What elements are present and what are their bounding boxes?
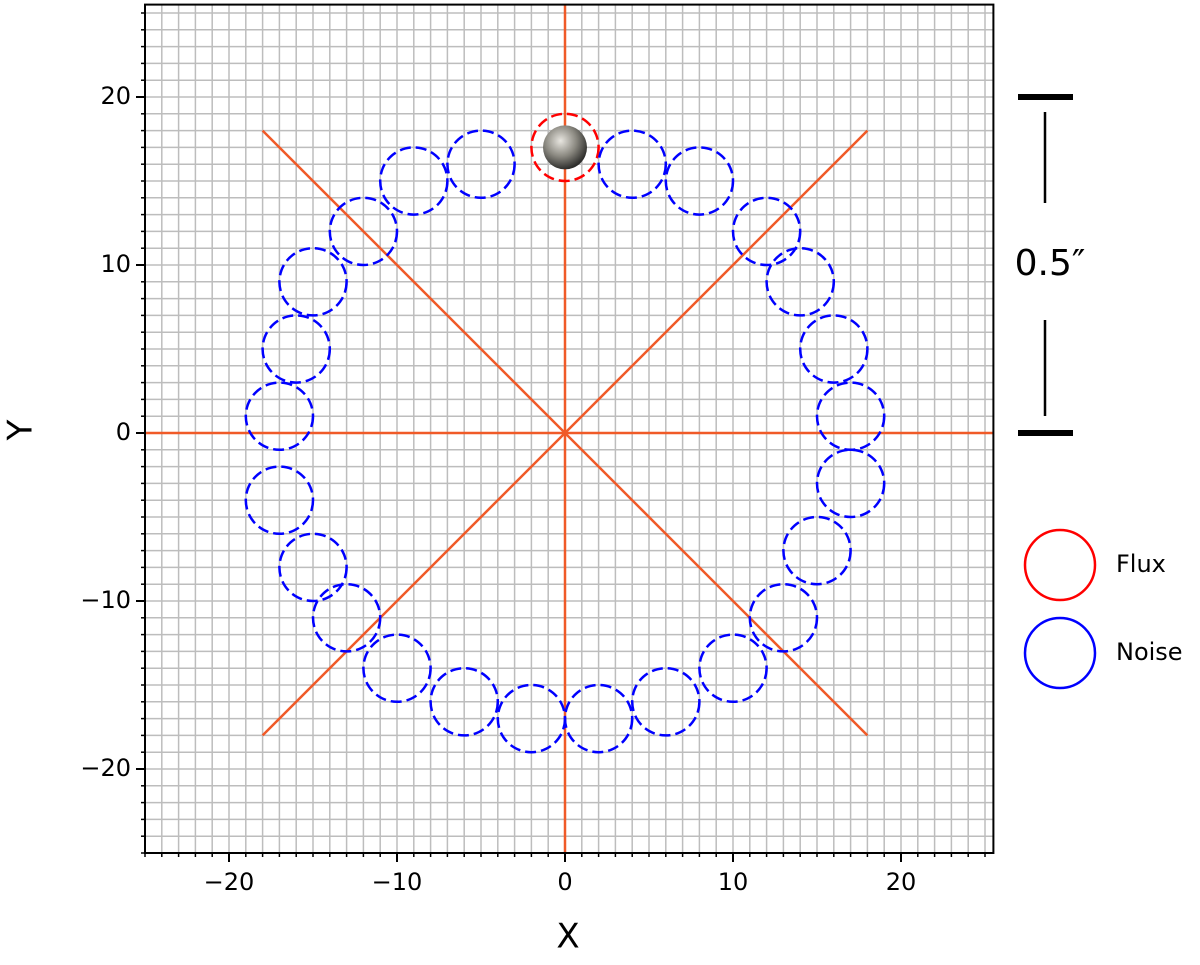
plot-frame [144,3,995,855]
aperture [664,146,735,216]
y-tick-label: 10 [100,250,131,278]
aperture [446,129,516,200]
aperture [815,448,886,519]
aperture [278,532,348,603]
legend-marker [1023,616,1097,690]
x-tick-label: 0 [557,868,572,896]
aperture [261,314,332,384]
aperture [530,112,600,183]
aperture [244,381,315,452]
y-tick-label: 20 [100,82,131,110]
aperture [362,633,432,704]
aperture [765,246,836,317]
reference-line [261,129,869,737]
aperture [311,582,382,653]
aperture [244,465,315,536]
x-tick-label: 20 [886,868,917,896]
legend-label: Flux [1116,550,1166,578]
y-tick-label: −10 [80,586,131,614]
aperture [328,196,399,267]
y-tick-label: 0 [116,418,131,446]
y-axis-label: Y [1,419,41,441]
aperture [748,582,819,653]
aperture [798,314,869,384]
legend-marker [1023,528,1097,602]
aperture [630,666,701,737]
x-tick-label: −20 [204,868,255,896]
aperture [815,381,886,452]
x-axis-label: X [556,917,579,957]
aperture [378,146,449,216]
planet-image [543,125,587,170]
scale-bar-label: 0.5″ [1015,243,1086,284]
x-tick-label: −10 [372,868,423,896]
x-tick-label: 10 [718,868,749,896]
aperture [278,246,348,317]
aperture [731,196,802,267]
aperture [698,633,768,704]
aperture [563,683,634,754]
y-tick-label: −20 [80,754,131,782]
aperture [782,515,852,586]
aperture [597,129,668,200]
aperture [429,666,500,737]
legend-label: Noise [1116,638,1183,666]
